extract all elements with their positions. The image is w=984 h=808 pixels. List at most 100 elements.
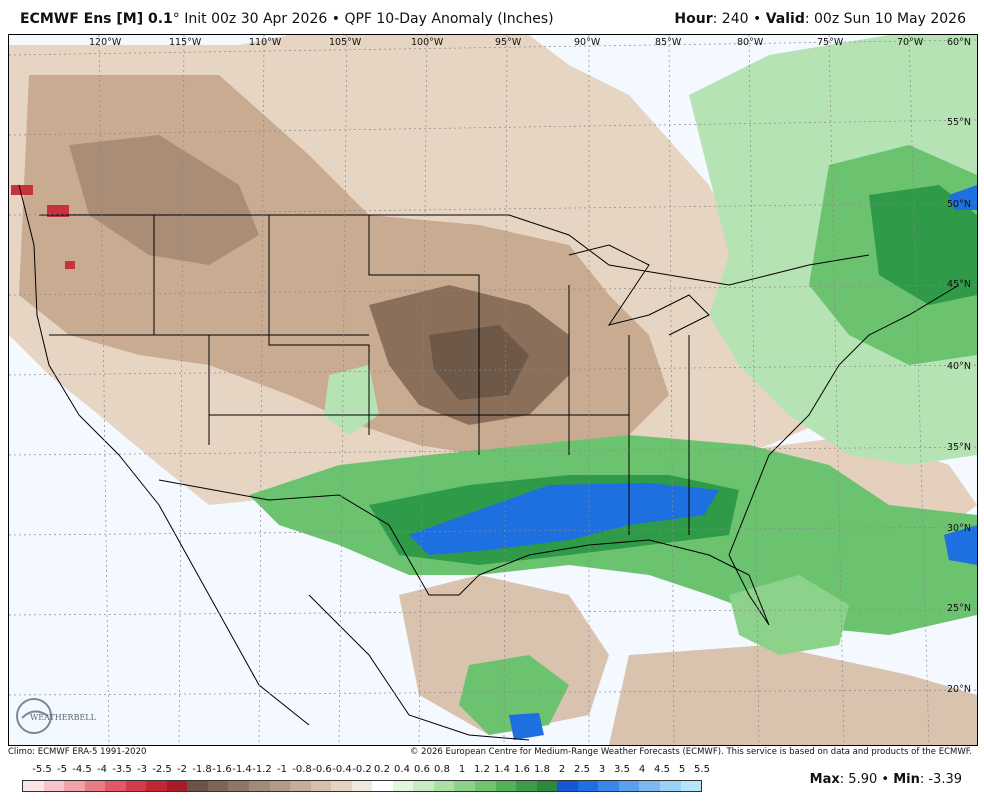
scale-color-swatch <box>475 781 496 791</box>
anomaly-map: 120°W 115°W 110°W 105°W 100°W 95°W 90°W … <box>8 34 978 746</box>
stats-separator: • <box>877 772 894 787</box>
lon-label: 110°W <box>249 37 282 48</box>
scale-tick-label: 3 <box>598 764 606 775</box>
valid-time-info: Hour: 240 • Valid: 00z Sun 10 May 2026 <box>674 11 966 27</box>
weatherbell-logo: WEATHERBELL <box>16 698 97 734</box>
scale-tick-label: -3 <box>137 764 147 775</box>
lat-label: 60°N <box>947 37 971 48</box>
lon-label: 85°W <box>655 37 682 48</box>
atlantic-heavy-precip <box>944 525 977 565</box>
scale-tick-label: -0.6 <box>312 764 332 775</box>
scale-tick-label: 5.5 <box>694 764 710 775</box>
latitude-labels: 60°N 55°N 50°N 45°N 40°N 35°N 30°N 25°N … <box>947 37 971 695</box>
scale-color-swatch <box>187 781 208 791</box>
scale-tick-label: -0.8 <box>292 764 312 775</box>
scale-tick-label: 3.5 <box>614 764 630 775</box>
scale-color-swatch <box>680 781 702 791</box>
scale-color-swatch <box>557 781 578 791</box>
scale-tick-label: -2 <box>177 764 187 775</box>
lon-label: 120°W <box>89 37 122 48</box>
scale-color-swatch <box>105 781 126 791</box>
scale-tick-label: 2 <box>558 764 566 775</box>
scale-color-swatch <box>618 781 640 791</box>
scale-tick-label: -4.5 <box>72 764 92 775</box>
scale-color-swatch <box>433 781 455 791</box>
max-min-stats: Max: 5.90 • Min: -3.39 <box>810 772 962 787</box>
mexico-coast <box>308 594 530 741</box>
scale-tick-label: 1 <box>458 764 466 775</box>
scale-color-swatch <box>290 781 311 791</box>
min-value: : -3.39 <box>919 772 962 787</box>
scale-color-swatch <box>351 781 373 791</box>
max-label: Max <box>809 772 840 787</box>
product-name: QPF 10-Day Anomaly (Inches) <box>344 11 554 27</box>
scale-color-swatch <box>166 781 188 791</box>
scale-color-swatch <box>207 781 229 791</box>
lon-label: 75°W <box>817 37 844 48</box>
scale-tick-label: -1.4 <box>232 764 252 775</box>
valid-label: Valid <box>765 11 805 27</box>
scale-tick-label: 0.2 <box>374 764 390 775</box>
lat-label: 35°N <box>947 442 971 453</box>
scale-tick-label: 0.8 <box>434 764 450 775</box>
scale-tick-label: -0.2 <box>352 764 372 775</box>
graticule <box>9 35 977 745</box>
scale-color-swatch <box>331 781 352 791</box>
scale-color-swatch <box>536 781 558 791</box>
scale-tick-labels: -5.5 -5 -4.5 -4 -3.5 -3 -2.5 -2 -1.8 -1.6 -1.4 -1.2… <box>22 764 710 778</box>
credits: Climo: ECMWF ERA-5 1991-2020 © 2026 Euro… <box>8 745 976 759</box>
gulf-coastline <box>458 539 770 626</box>
min-label: Min <box>893 772 920 787</box>
lat-label: 50°N <box>947 199 971 210</box>
scale-color-swatch <box>249 781 270 791</box>
scale-tick-label: 1.4 <box>494 764 510 775</box>
scale-color-swatch <box>577 781 599 791</box>
degree-symbol: ° <box>172 11 180 27</box>
valid-separator: • <box>748 11 766 27</box>
scale-tick-label: -5.5 <box>32 764 52 775</box>
scale-tick-label: 0.4 <box>394 764 410 775</box>
hour-label: Hour <box>674 11 713 27</box>
scale-color-swatch <box>23 781 44 791</box>
scale-tick-label: -4 <box>97 764 107 775</box>
pnw-extreme-cell-3 <box>65 261 75 269</box>
scale-color-swatch <box>43 781 65 791</box>
lat-label: 25°N <box>947 603 971 614</box>
scale-color-swatch <box>392 781 414 791</box>
title-separator: • <box>327 11 345 27</box>
central-america-heavy-precip <box>509 713 544 740</box>
scale-tick-label: -3.5 <box>112 764 132 775</box>
scale-tick-label: -0.4 <box>332 764 352 775</box>
mexico-wet-area <box>459 655 569 735</box>
lon-label: 100°W <box>411 37 444 48</box>
lon-label: 90°W <box>574 37 601 48</box>
us-mexico-border <box>158 479 459 596</box>
max-value: : 5.90 <box>839 772 878 787</box>
pnw-extreme-cell-1 <box>11 185 33 195</box>
scale-tick-label: 0.6 <box>414 764 430 775</box>
scale-color-swatch <box>146 781 167 791</box>
map-canvas: 120°W 115°W 110°W 105°W 100°W 95°W 90°W … <box>9 35 977 745</box>
scale-color-swatch <box>639 781 660 791</box>
pacific-coastline <box>18 184 310 726</box>
scale-color-swatch <box>495 781 517 791</box>
scale-color-swatch <box>598 781 619 791</box>
atlantic-coastline <box>728 284 960 556</box>
scale-tick-label: -5 <box>57 764 67 775</box>
scale-color-swatch <box>125 781 147 791</box>
lon-label: 105°W <box>329 37 362 48</box>
lat-label: 30°N <box>947 523 971 534</box>
product-title: ECMWF Ens [M] 0.1° Init 00z 30 Apr 2026 … <box>20 11 554 27</box>
longitude-labels: 120°W 115°W 110°W 105°W 100°W 95°W 90°W … <box>89 37 924 48</box>
florida-wet-area <box>729 575 849 655</box>
init-time: Init 00z 30 Apr 2026 <box>179 11 328 27</box>
scale-tick-label: 4 <box>638 764 646 775</box>
scale-color-swatch <box>516 781 537 791</box>
wet-field-dark <box>869 185 977 305</box>
state-line-2 <box>268 215 370 435</box>
scale-tick-label: 2.5 <box>574 764 590 775</box>
model-name: ECMWF Ens [M] 0.1 <box>20 11 173 27</box>
scale-tick-label: 1.6 <box>514 764 530 775</box>
canada-us-border <box>39 214 870 286</box>
scale-color-swatch <box>228 781 250 791</box>
